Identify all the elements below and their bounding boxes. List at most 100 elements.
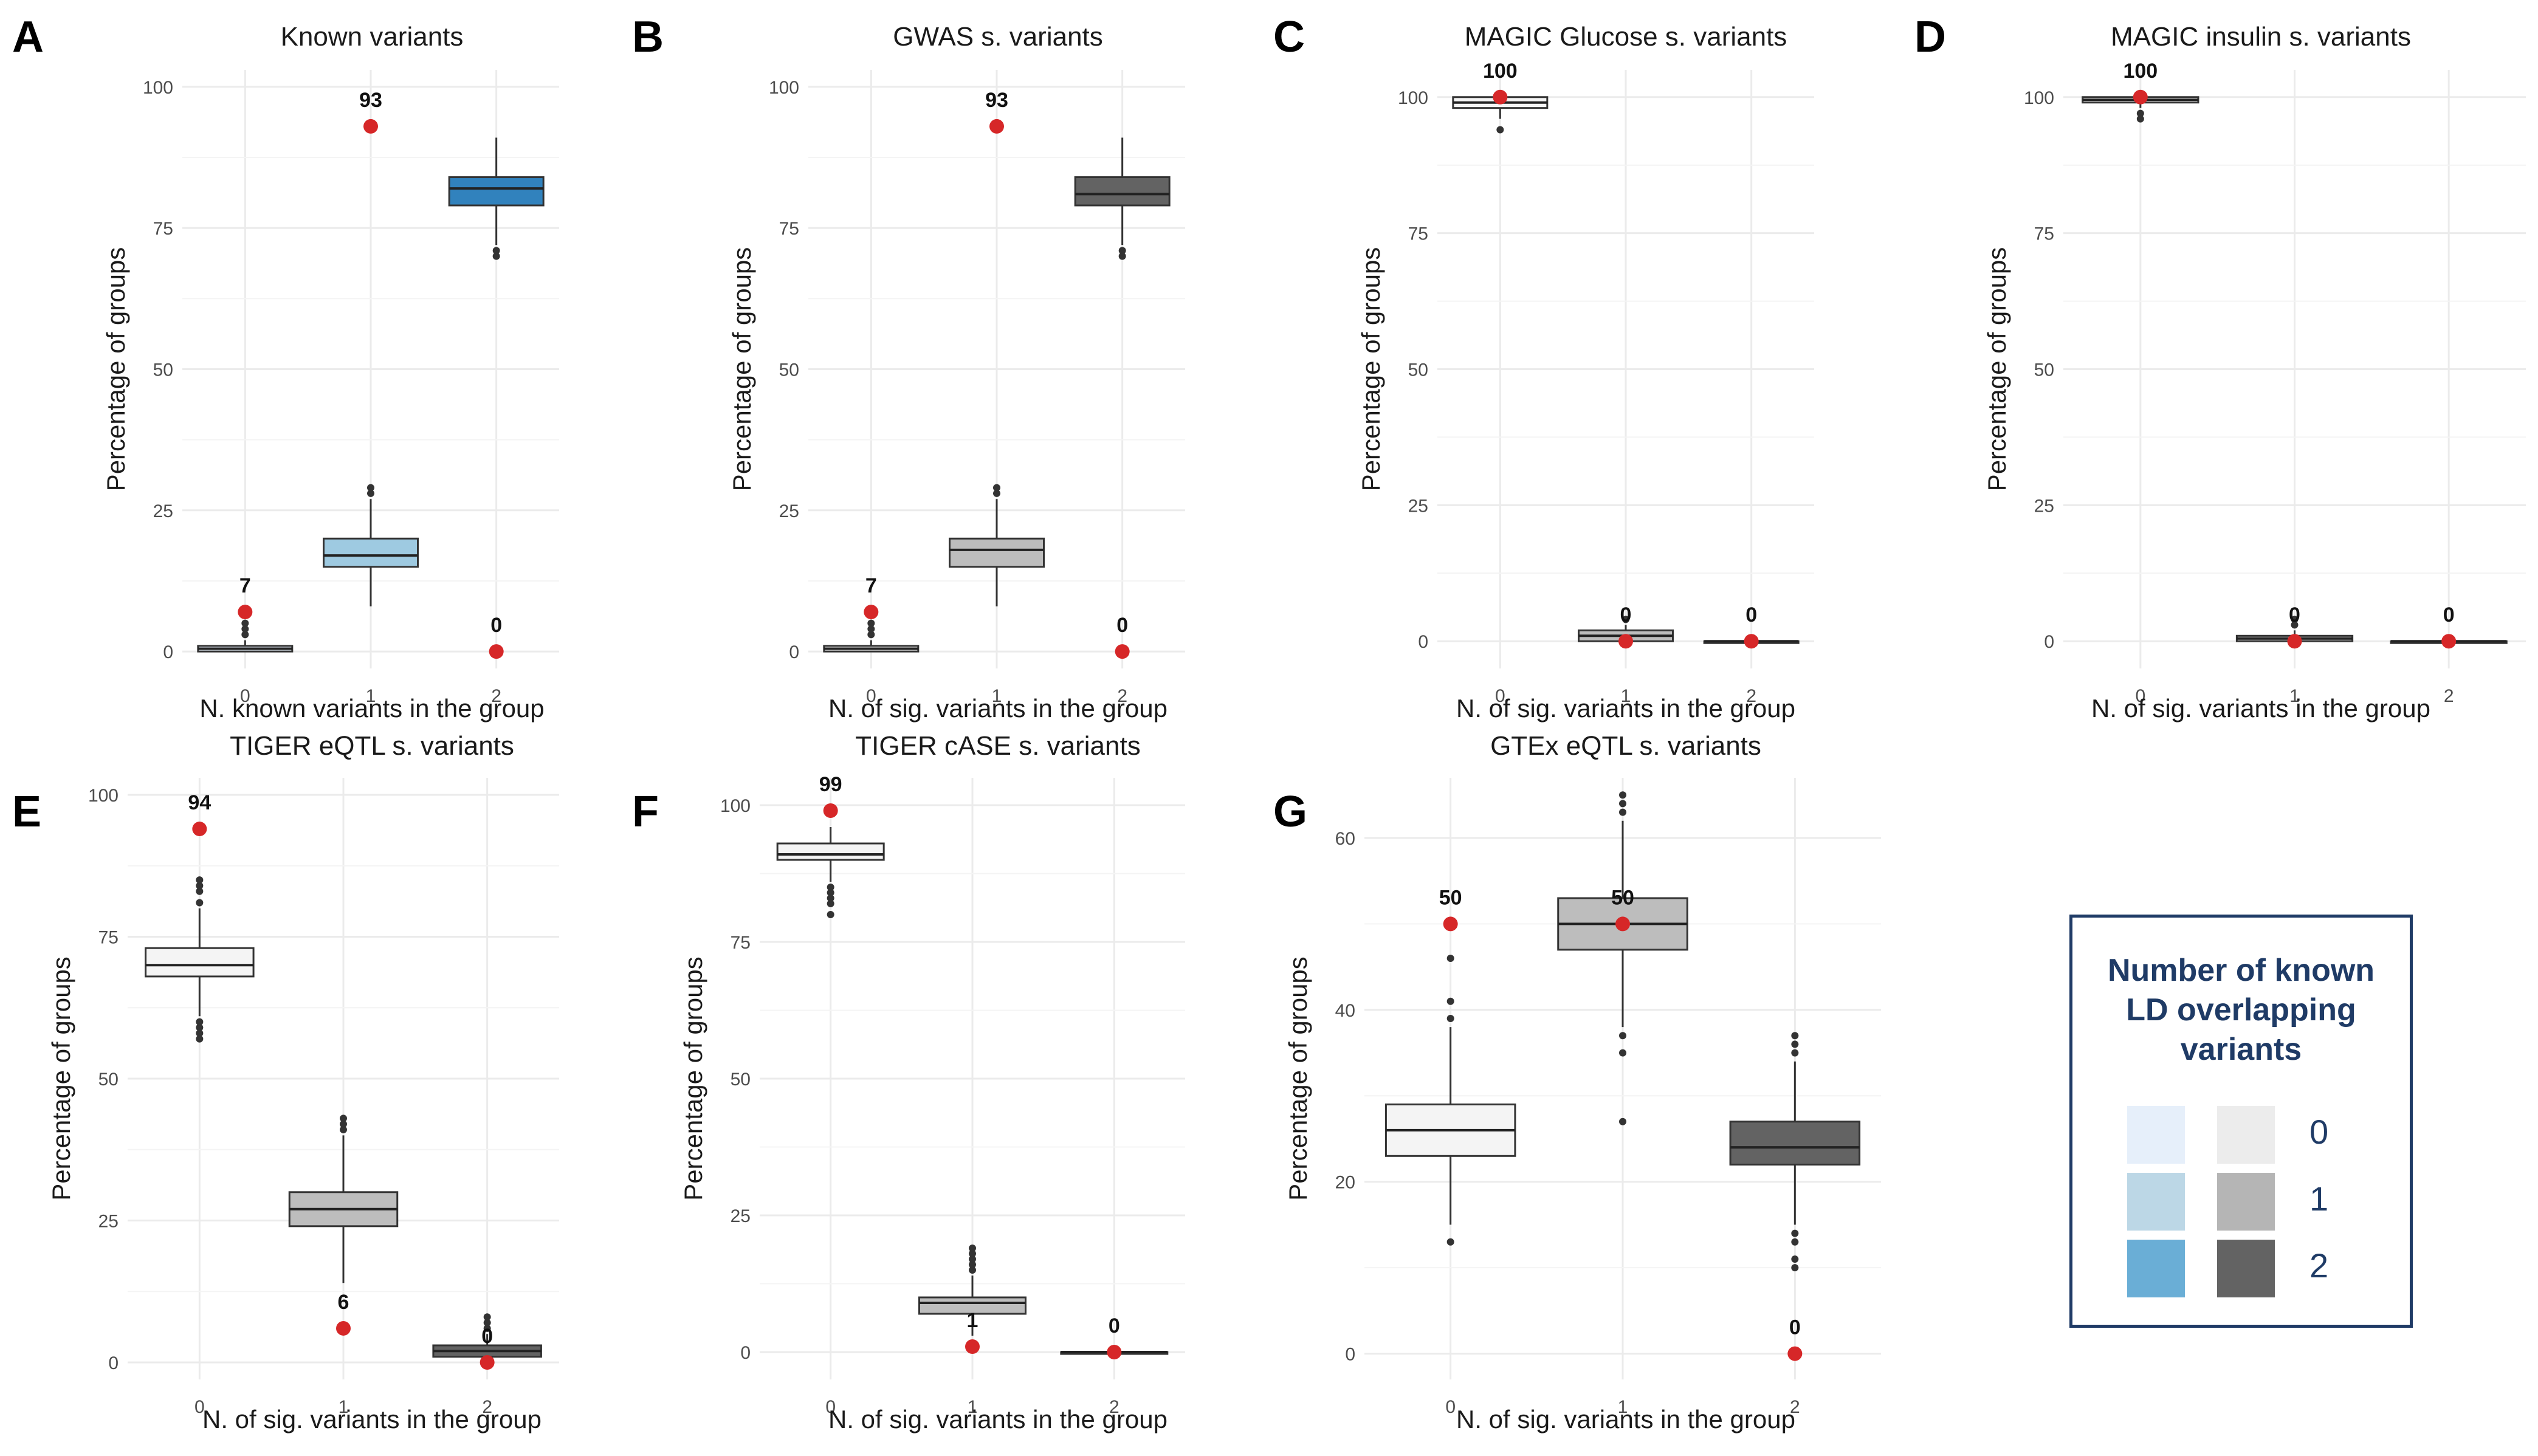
x-tick-label: 0: [240, 686, 250, 706]
outlier-point: [1496, 126, 1504, 134]
y-axis-title: Percentage of groups: [1284, 956, 1312, 1201]
y-tick-label: 25: [2034, 496, 2054, 516]
outlier-point: [1446, 955, 1454, 962]
x-tick-label: 1: [366, 686, 376, 706]
outlier-point: [196, 887, 204, 895]
outlier-point: [2291, 621, 2299, 629]
outlier-point: [196, 1029, 204, 1037]
observed-point: [823, 803, 838, 818]
panel-letter: B: [632, 13, 664, 61]
outlier-point: [483, 1319, 491, 1327]
outlier-point: [340, 1114, 347, 1122]
observed-value-label: 7: [239, 574, 251, 597]
observed-point: [864, 605, 879, 620]
x-tick-label: 2: [1117, 686, 1127, 706]
y-tick-label: 0: [1418, 632, 1428, 652]
panel-b: 0 25 50 75 100 7 93 0 0 1 2N. of sig. variants in …: [632, 13, 1185, 723]
observed-point: [1618, 634, 1633, 649]
outlier-point: [1791, 1040, 1799, 1048]
panel-letter: G: [1273, 788, 1307, 836]
observed-value-label: 50: [1439, 886, 1462, 909]
panel-title: GTEx eQTL s. variants: [1490, 731, 1761, 761]
x-tick-label: 2: [1109, 1397, 1119, 1417]
outlier-point: [196, 1018, 204, 1026]
panel-d: 0 25 50 75 100 100 0 0 0 1 2 N. of sig. variants in…: [1914, 13, 2526, 723]
x-tick-label: 2: [2444, 686, 2454, 706]
observed-value-label: 94: [188, 791, 211, 814]
box-2: [1074, 137, 1171, 260]
box-1: [323, 484, 419, 606]
y-tick-label: 0: [789, 642, 799, 662]
panel-letter: A: [12, 13, 44, 61]
legend-label-2: 2: [2309, 1246, 2329, 1285]
outlier-point: [827, 889, 834, 896]
panel-letter: C: [1273, 13, 1305, 61]
legend-swatch-gray-0: [2217, 1106, 2275, 1164]
outlier-point: [196, 1023, 204, 1031]
y-tick-label: 25: [731, 1206, 751, 1226]
y-tick-label: 100: [88, 786, 119, 806]
box-2: [448, 137, 545, 260]
panel-title: GWAS s. variants: [893, 22, 1103, 52]
y-tick-label: 100: [143, 78, 173, 98]
observed-value-label: 99: [819, 773, 842, 796]
box-1: [918, 1245, 1027, 1336]
observed-value-label: 6: [338, 1291, 349, 1314]
panel-title: TIGER eQTL s. variants: [230, 731, 514, 761]
panel-title: MAGIC Glucose s. variants: [1465, 22, 1787, 52]
x-tick-label: 1: [1618, 1397, 1628, 1417]
y-tick-label: 25: [779, 501, 799, 521]
legend-title-line-2: LD overlapping: [2126, 992, 2356, 1028]
legend-swatch-gray-2: [2217, 1240, 2275, 1297]
legend-title: Number of known LD overlapping variants: [2072, 951, 2410, 1070]
observed-point: [336, 1320, 351, 1336]
outlier-point: [483, 1313, 491, 1321]
x-tick-label: 2: [1746, 686, 1756, 706]
legend-row-1: 1: [2127, 1173, 2382, 1231]
legend-swatch-blue-2: [2127, 1240, 2185, 1297]
y-tick-label: 75: [731, 933, 751, 953]
panel-title: TIGER cASE s. variants: [855, 731, 1140, 761]
observed-point: [1443, 916, 1458, 932]
box-0: [1384, 955, 1516, 1246]
legend-title-line-3: variants: [2180, 1032, 2302, 1067]
box-body: [776, 842, 885, 861]
observed-point: [363, 118, 378, 134]
x-tick-label: 1: [968, 1397, 978, 1417]
observed-point: [1744, 634, 1759, 649]
y-tick-label: 75: [779, 219, 799, 239]
observed-point: [1115, 644, 1130, 659]
box-body: [145, 947, 255, 978]
x-axis-title: N. of sig. variants in the group: [2091, 694, 2430, 723]
outlier-point: [1619, 1118, 1626, 1125]
y-tick-label: 100: [2024, 88, 2054, 108]
outlier-point: [1791, 1032, 1799, 1040]
outlier-point: [196, 899, 204, 907]
outlier-point: [367, 484, 374, 492]
observed-point: [238, 605, 253, 620]
y-axis-title: Percentage of groups: [101, 247, 130, 492]
outlier-point: [867, 619, 875, 627]
outlier-point: [969, 1261, 976, 1268]
x-tick-label: 1: [992, 686, 1002, 706]
y-tick-label: 50: [1408, 360, 1428, 380]
x-axis-title: N. known variants in the group: [199, 694, 544, 723]
y-axis-title: Percentage of groups: [679, 956, 707, 1201]
observed-value-label: 50: [1611, 886, 1634, 909]
box-0: [776, 827, 885, 918]
box-body: [1729, 1121, 1861, 1166]
outlier-point: [241, 625, 249, 633]
observed-point: [489, 644, 504, 659]
box-body: [448, 176, 545, 207]
box-1: [288, 1114, 399, 1283]
y-tick-label: 50: [2034, 360, 2054, 380]
panel-a: 0 25 50 75 100 7 93 0 0 1 2N. known variants in th…: [12, 13, 559, 723]
outlier-point: [969, 1255, 976, 1263]
observed-value-label: 93: [985, 89, 1008, 112]
observed-point: [1615, 916, 1630, 932]
y-tick-label: 60: [1335, 829, 1355, 849]
box-body: [949, 537, 1045, 568]
observed-point: [2133, 89, 2148, 105]
observed-value-label: 0: [490, 614, 502, 637]
